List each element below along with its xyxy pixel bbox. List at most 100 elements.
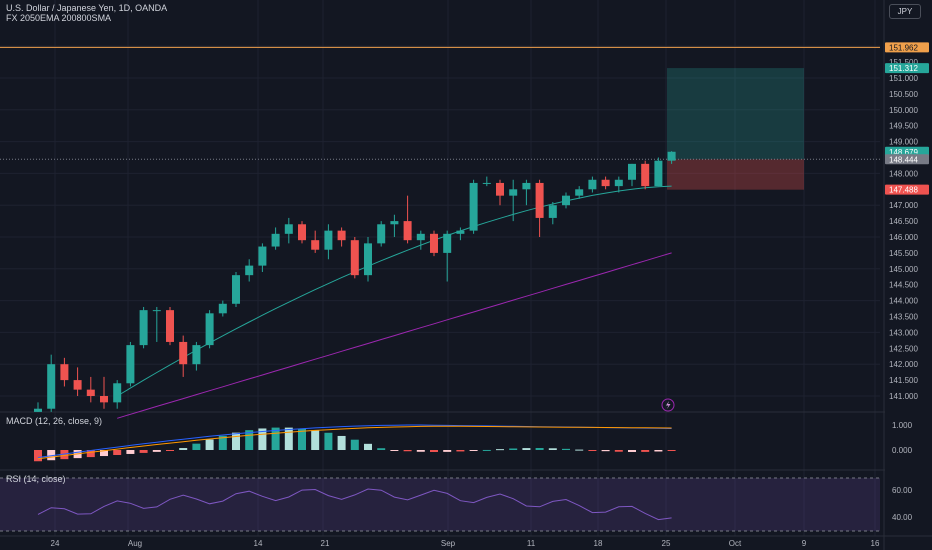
candle — [284, 217, 293, 244]
time-label: 21 — [321, 539, 330, 548]
candle — [667, 151, 676, 164]
candle — [166, 306, 174, 346]
candle — [562, 192, 570, 209]
macd-histogram-bar — [126, 450, 135, 454]
time-axis[interactable]: 24 Aug 14 21 Sep 11 18 25 Oct 9 16 — [0, 535, 932, 548]
price-label: 148.444 — [885, 154, 929, 165]
macd-histogram-bar — [614, 450, 623, 452]
rsi-tick: 60.00 — [892, 486, 913, 495]
candle — [258, 243, 267, 272]
candle — [456, 227, 465, 241]
rsi-legend[interactable]: RSI (14, close) — [6, 474, 66, 484]
candle-body — [284, 224, 293, 234]
macd-tick: 1.000 — [892, 421, 913, 430]
candle-body — [73, 380, 82, 390]
macd-tick: 0.000 — [892, 446, 913, 455]
macd-histogram-bar — [152, 450, 161, 452]
macd-histogram-bar — [218, 435, 227, 450]
candle-body — [443, 233, 452, 253]
price-label-bg — [885, 184, 929, 195]
macd-legend[interactable]: MACD (12, 26, close, 9) — [6, 416, 103, 426]
candle — [614, 176, 623, 193]
candle — [298, 221, 306, 244]
price-tick: 141.500 — [889, 376, 918, 385]
candle-body — [377, 224, 386, 244]
candle — [641, 160, 650, 190]
candle — [509, 179, 518, 222]
candle — [350, 237, 359, 279]
macd-histogram-bar — [179, 448, 188, 450]
macd-histogram-bar — [113, 450, 122, 455]
time-label: 16 — [871, 539, 880, 548]
price-tick: 147.000 — [889, 201, 918, 210]
price-tick: 151.000 — [889, 74, 918, 83]
candle — [522, 179, 531, 206]
macd-histogram-bar — [100, 450, 108, 457]
candle-body — [126, 345, 135, 384]
macd-histogram-bar — [364, 443, 372, 450]
candle — [403, 195, 412, 244]
candle — [430, 230, 438, 257]
candle-body — [535, 182, 544, 218]
macd-histogram-bar — [60, 450, 69, 460]
candle — [482, 176, 491, 187]
macd-histogram-bar — [416, 450, 425, 452]
currency-button[interactable]: JPY — [889, 4, 921, 19]
candle-body — [60, 364, 69, 381]
macd-histogram-bar — [139, 450, 148, 453]
macd-histogram-bar — [232, 432, 240, 450]
macd-histogram-bar — [350, 439, 359, 450]
candle-body — [258, 246, 267, 266]
macd-histogram-bar — [430, 450, 438, 452]
candle-body — [245, 265, 254, 276]
macd-histogram-bar — [192, 443, 201, 450]
lightning-icon[interactable] — [661, 398, 675, 412]
price-tick: 142.000 — [889, 360, 918, 369]
candle — [192, 341, 201, 371]
price-axis-bg — [885, 0, 932, 550]
profit-zone — [667, 68, 804, 160]
candle — [60, 357, 69, 387]
macd-histogram-bar — [377, 448, 386, 450]
macd-histogram-bar — [86, 450, 95, 458]
candle — [324, 224, 333, 260]
candle-body — [86, 389, 95, 396]
price-tick: 145.000 — [889, 265, 918, 274]
candle-body — [324, 230, 333, 250]
macd-histogram-bar — [47, 450, 56, 461]
candle — [588, 176, 597, 193]
time-label: 24 — [51, 539, 60, 548]
lightning-icon-bolt — [666, 401, 671, 409]
candle — [245, 259, 254, 282]
candle-body — [469, 182, 478, 231]
candle-body — [667, 151, 676, 161]
macd-histogram-bar — [496, 449, 504, 451]
position-tool[interactable] — [0, 68, 880, 190]
rsi-band — [0, 478, 880, 531]
macd-histogram-bar — [34, 450, 42, 462]
price-tick: 148.000 — [889, 169, 918, 178]
candle-body — [628, 163, 636, 180]
candle — [218, 300, 227, 317]
price-tick: 146.500 — [889, 217, 918, 226]
symbol-legend[interactable]: U.S. Dollar / Japanese Yen, 1D, OANDA — [6, 3, 168, 13]
time-label: Oct — [729, 539, 742, 548]
candle — [179, 335, 188, 377]
candle-body — [482, 182, 491, 184]
candle — [390, 214, 399, 237]
price-tick: 146.000 — [889, 233, 918, 242]
indicator-legend[interactable]: FX 2050EMA 200800SMA — [6, 13, 112, 23]
macd-histogram-bar — [258, 428, 267, 450]
macd-histogram-bar — [337, 435, 346, 450]
signal-line — [37, 425, 672, 460]
candle — [271, 227, 280, 250]
candle-body — [298, 224, 306, 241]
candle — [416, 230, 425, 250]
macd-histogram-bar — [562, 448, 570, 450]
candle-body — [601, 179, 610, 187]
sma-line — [117, 252, 672, 419]
price-axis[interactable]: 152.000151.500151.000150.500150.000149.5… — [885, 0, 932, 550]
price-tick: 151.500 — [889, 58, 918, 67]
candle-body — [311, 240, 320, 250]
